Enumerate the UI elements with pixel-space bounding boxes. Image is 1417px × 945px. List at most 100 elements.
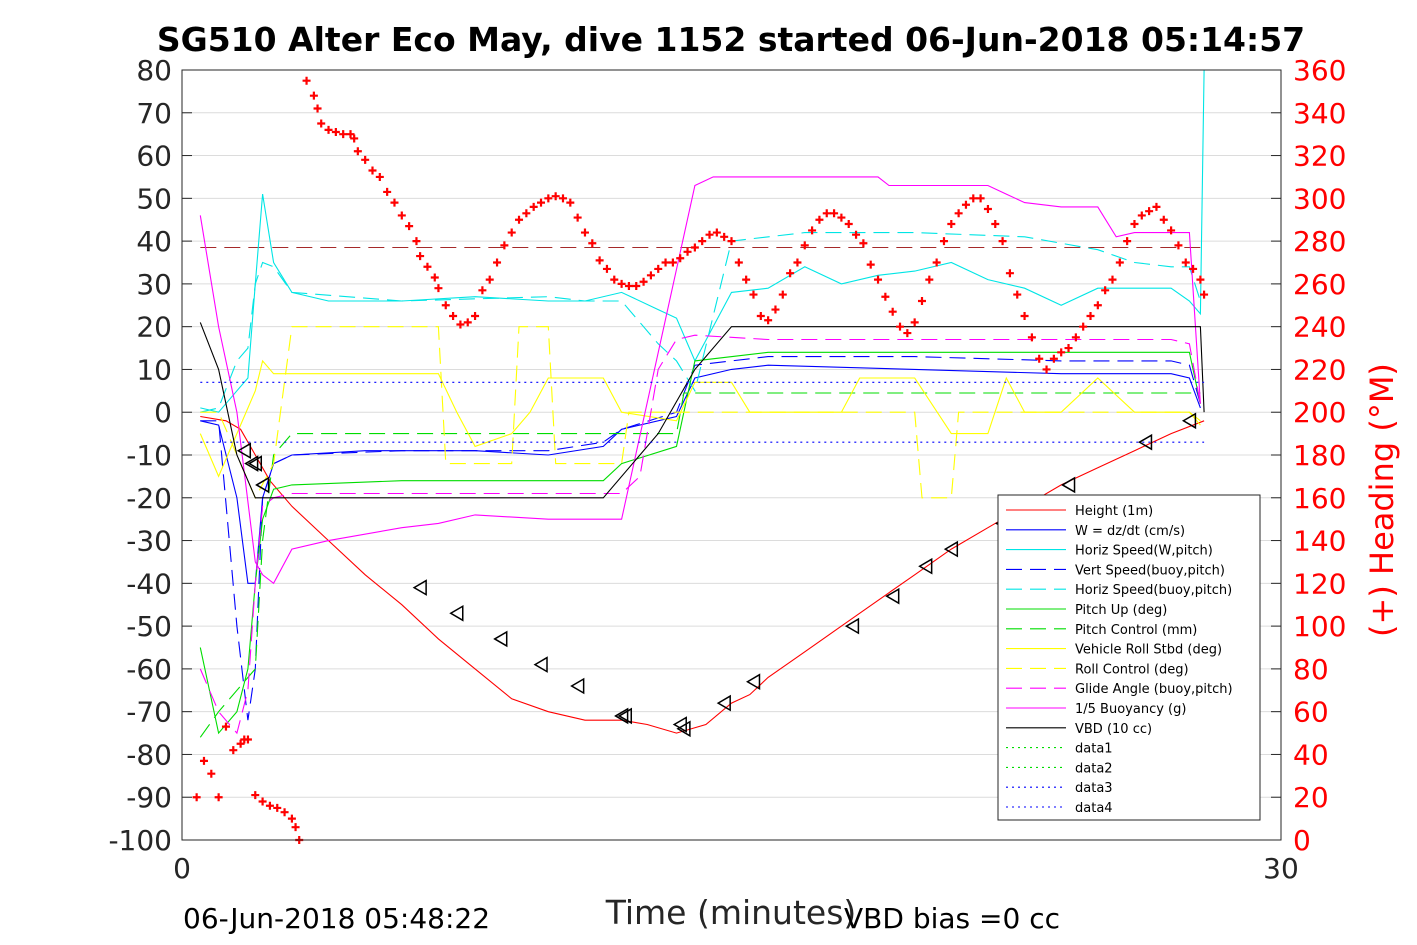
legend-label: Horiz Speed(W,pitch) [1075,544,1213,559]
heading-marker [265,801,274,810]
triangle-marker [255,476,270,494]
heading-marker [507,228,516,237]
legend-label: data3 [1075,781,1113,796]
heading-marker [734,258,743,267]
series-line-10 [199,176,1201,585]
heading-marker [830,209,839,218]
heading-marker [430,273,439,282]
triangle-marker [1181,412,1197,430]
y-right-tick-label: 160 [1293,482,1346,515]
heading-marker [544,194,553,203]
heading-marker [1196,275,1205,284]
triangle-marker [533,656,548,673]
triangle-marker [1061,476,1076,494]
heading-marker [1013,290,1022,299]
heading-marker [1101,286,1110,295]
series-line-3 [200,356,1201,721]
y-tick-label: -90 [126,781,172,814]
heading-marker [291,823,300,832]
heading-marker [324,125,333,134]
heading-marker [361,155,370,164]
heading-marker [888,307,897,316]
legend-label: data2 [1075,761,1113,776]
heading-marker [537,198,546,207]
legend-label: Roll Control (deg) [1075,662,1189,677]
heading-marker [881,292,890,301]
heading-marker [712,228,721,237]
heading-marker [1137,211,1146,220]
heading-marker [1071,333,1080,342]
heading-marker [844,220,853,228]
heading-marker [815,215,824,224]
triangle-marker [236,442,252,460]
heading-marker [998,237,1007,246]
heading-marker [229,746,238,755]
heading-marker [500,241,509,250]
heading-marker [280,808,289,817]
heading-marker [1079,322,1088,331]
legend-entries: Height (1m) W = dz/dt (cm/s) Horiz Speed(W… [1006,504,1233,816]
x-tick-label: 30 [1263,852,1299,885]
heading-marker [917,297,926,305]
heading-marker [991,220,1000,228]
heading-marker [405,222,414,231]
heading-marker [961,200,970,209]
heading-marker [654,264,663,273]
heading-marker [852,230,861,239]
heading-marker [683,247,692,256]
heading-marker [602,264,611,273]
heading-marker [720,232,729,241]
heading-marker [478,286,487,295]
heading-marker [251,791,260,800]
heading-marker [910,318,919,327]
y-tick-label: 60 [136,140,172,173]
y-right-tick-label: 360 [1293,54,1346,87]
heading-marker [786,269,795,278]
heading-marker [416,252,425,261]
y-right-tick-label: 200 [1293,396,1346,429]
heading-marker [449,311,458,320]
heading-marker [199,756,208,765]
heading-marker [214,793,223,802]
heading-marker [690,243,699,252]
heading-marker [434,284,443,293]
heading-marker [1005,269,1014,278]
heading-marker [778,290,787,299]
heading-marker [1145,207,1154,216]
y-right-tick-label: 100 [1293,610,1346,643]
heading-marker [947,220,956,228]
heading-marker [624,282,633,291]
heading-marker [493,258,502,267]
heading-marker [573,213,582,222]
y-right-tick-label: 340 [1293,97,1346,130]
heading-marker [580,228,589,237]
y-right-tick-label: 120 [1293,567,1346,600]
triangle-marker [570,677,585,695]
triangle-marker [617,707,633,725]
footer-timestamp: 06-Jun-2018 05:48:22 [183,902,490,935]
heading-marker [742,275,751,284]
heading-marker [1189,264,1198,273]
heading-marker [258,797,267,806]
heading-marker [749,290,758,299]
legend-label: Height (1m) [1075,504,1153,519]
legend-label: data1 [1075,742,1113,757]
heading-marker [243,735,252,744]
heading-marker [661,258,670,267]
heading-marker [317,119,326,128]
triangle-marker [676,720,691,738]
triangle-marker [247,455,263,472]
heading-marker [866,260,875,269]
heading-marker [610,275,619,284]
y-tick-label: -100 [108,824,172,857]
heading-marker [529,202,538,211]
heading-marker [903,329,912,338]
heading-marker [1167,226,1176,235]
y-tick-label: 80 [136,54,172,87]
heading-marker [368,166,377,175]
heading-marker [756,311,765,320]
triangle-marker [1137,433,1153,451]
triangle-marker [885,587,900,605]
y-tick-label: 20 [136,311,172,344]
heading-marker [800,241,809,250]
